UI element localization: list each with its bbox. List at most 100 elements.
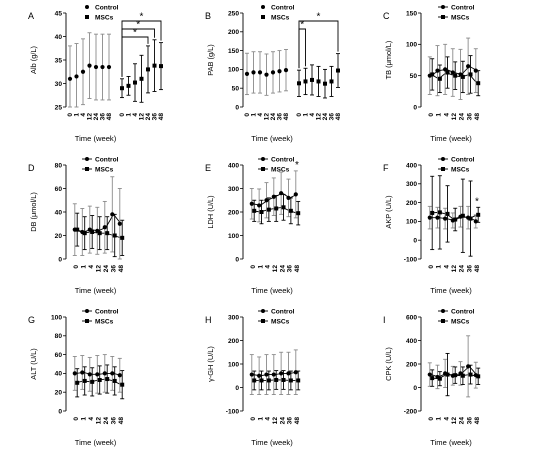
mscs-point [259, 210, 264, 214]
mscs-point [476, 212, 481, 217]
legend-control-label: Control [451, 308, 475, 315]
y-tick-label: 0 [58, 256, 62, 263]
legend-control-marker [261, 157, 265, 161]
x-tick-label: 12 [139, 113, 146, 121]
mscs-point [82, 378, 87, 383]
y-tick-label: 300 [228, 186, 239, 193]
control-point [443, 216, 448, 221]
y-tick-label: 600 [406, 314, 417, 321]
y-axis-label: AKP (U/L) [384, 195, 393, 228]
legend-control-marker [85, 5, 89, 9]
panel-label: B [205, 11, 211, 21]
y-axis-label: γ-GH (U/L) [206, 346, 215, 382]
y-axis-label: CPK (U/L) [384, 347, 393, 381]
control-point [80, 69, 86, 74]
mscs-point [336, 68, 340, 73]
x-tick-label: 36 [277, 113, 284, 121]
legend-mscs-marker [85, 319, 89, 323]
control-point [249, 201, 254, 206]
legend-mscs-marker [261, 319, 265, 323]
mscs-point [274, 377, 279, 382]
x-tick-label: 24 [322, 113, 329, 121]
x-tick-label: 1 [126, 113, 133, 117]
y-tick-label: 45 [55, 10, 63, 17]
legend-control-label: Control [95, 308, 119, 315]
x-tick-label: 4 [132, 113, 139, 117]
mscs-point [296, 211, 301, 216]
y-tick-label: 20 [55, 390, 63, 397]
x-tick-label: 24 [459, 417, 466, 425]
mscs-point [97, 377, 102, 382]
mscs-point [476, 374, 481, 379]
y-tick-label: 50 [410, 73, 418, 80]
x-tick-label: 0 [244, 113, 251, 117]
mscs-point [105, 377, 110, 382]
x-tick-label: 36 [111, 265, 118, 273]
control-point [249, 372, 254, 377]
legend-mscs-label: MSCs [271, 318, 290, 325]
mscs-point [430, 72, 435, 77]
x-tick-label: 36 [100, 113, 107, 121]
panel-label: I [383, 315, 386, 325]
legend-mscs-label: MSCs [95, 14, 114, 21]
control-point [67, 76, 73, 81]
x-tick-label: 48 [294, 265, 301, 273]
y-tick-label: 400 [406, 162, 417, 169]
y-axis-label: DB (μmol/L) [29, 192, 38, 232]
legend-mscs-marker [261, 167, 265, 171]
y-tick-label: 300 [228, 314, 239, 321]
significance-star: * [140, 12, 144, 23]
y-axis-label: ALT (U/L) [29, 348, 38, 379]
x-tick-label: 4 [88, 417, 95, 421]
y-tick-label: 200 [406, 361, 417, 368]
x-tick-label: 48 [118, 265, 125, 273]
x-tick-label: 0 [73, 265, 80, 269]
x-tick-label: 48 [294, 417, 301, 425]
x-tick-label: 1 [81, 265, 88, 269]
control-point [293, 192, 298, 197]
mscs-point [323, 81, 327, 86]
mscs-point [266, 378, 271, 383]
control-point [286, 371, 291, 376]
x-tick-label: 24 [279, 265, 286, 273]
control-point [102, 371, 107, 376]
y-tick-label: 0 [413, 104, 417, 111]
x-tick-label: 1 [81, 417, 88, 421]
mscs-point [329, 79, 334, 84]
x-tick-label: 4 [443, 417, 450, 421]
significance-star: * [317, 12, 321, 23]
y-tick-label: 80 [55, 162, 63, 169]
mscs-point [288, 208, 293, 213]
x-axis-label: Time (week) [430, 134, 472, 143]
mscs-point [310, 77, 314, 82]
x-axis-label: Time (week) [430, 286, 472, 295]
x-tick-label: 0 [250, 265, 257, 269]
x-tick-label: 1 [74, 113, 81, 117]
mscs-point [112, 233, 117, 238]
mscs-point [120, 235, 125, 240]
x-tick-label: 12 [96, 265, 103, 273]
x-tick-label: 0 [73, 417, 80, 421]
y-tick-label: 0 [413, 385, 417, 392]
y-axis-label: Alb (g/L) [29, 46, 38, 74]
control-point [271, 372, 276, 377]
mscs-point [445, 211, 450, 216]
control-point [257, 373, 262, 378]
control-point [264, 72, 269, 77]
mscs-point [296, 378, 301, 383]
significance-star: * [475, 196, 479, 207]
mscs-point [437, 76, 442, 81]
mscs-point [476, 81, 481, 86]
mscs-point [288, 378, 293, 383]
x-tick-label: 0 [296, 113, 303, 117]
mscs-point [453, 373, 458, 378]
mscs-point [453, 73, 458, 78]
legend-control-label: Control [271, 308, 295, 315]
legend-mscs-label: MSCs [451, 318, 470, 325]
mscs-point [97, 231, 102, 236]
legend-control-label: Control [451, 156, 475, 163]
mscs-point [252, 208, 257, 213]
control-point [106, 64, 112, 70]
